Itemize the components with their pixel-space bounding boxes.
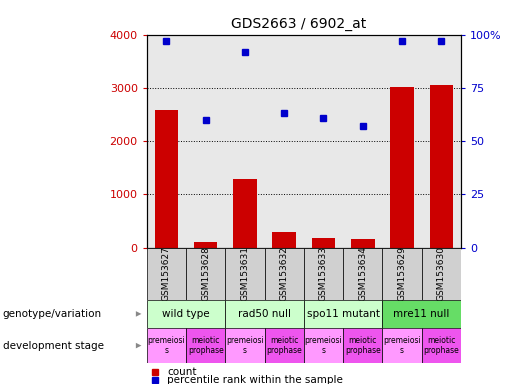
- Bar: [147, 328, 186, 363]
- Bar: [343, 248, 382, 300]
- Bar: [265, 328, 304, 363]
- Bar: [233, 179, 256, 248]
- Text: meiotic
prophase: meiotic prophase: [266, 336, 302, 355]
- Bar: [304, 328, 343, 363]
- Bar: [147, 300, 226, 328]
- Bar: [186, 328, 226, 363]
- Text: spo11 mutant: spo11 mutant: [306, 309, 380, 319]
- Text: GSM153634: GSM153634: [358, 246, 367, 301]
- Bar: [265, 248, 304, 300]
- Bar: [351, 239, 374, 248]
- Bar: [430, 84, 453, 248]
- Text: genotype/variation: genotype/variation: [3, 309, 101, 319]
- Text: mre11 null: mre11 null: [393, 309, 450, 319]
- Text: GSM153628: GSM153628: [201, 246, 210, 301]
- Text: meiotic
prophase: meiotic prophase: [188, 336, 224, 355]
- Text: meiotic
prophase: meiotic prophase: [423, 336, 459, 355]
- Text: GSM153629: GSM153629: [398, 246, 406, 301]
- Bar: [226, 248, 265, 300]
- Text: GSM153633: GSM153633: [319, 246, 328, 301]
- Bar: [422, 328, 461, 363]
- Bar: [382, 248, 422, 300]
- Text: premeiosi
s: premeiosi s: [147, 336, 185, 355]
- Bar: [382, 328, 422, 363]
- Bar: [422, 248, 461, 300]
- Bar: [390, 87, 414, 248]
- Text: GSM153627: GSM153627: [162, 246, 171, 301]
- Bar: [147, 248, 186, 300]
- Bar: [304, 300, 382, 328]
- Text: premeiosi
s: premeiosi s: [304, 336, 342, 355]
- Bar: [186, 248, 226, 300]
- Bar: [343, 328, 382, 363]
- Text: GSM153632: GSM153632: [280, 246, 289, 301]
- Text: meiotic
prophase: meiotic prophase: [345, 336, 381, 355]
- Bar: [312, 238, 335, 248]
- Text: wild type: wild type: [162, 309, 210, 319]
- Text: premeiosi
s: premeiosi s: [226, 336, 264, 355]
- Text: rad50 null: rad50 null: [238, 309, 291, 319]
- Text: count: count: [167, 367, 197, 377]
- Bar: [382, 300, 461, 328]
- Bar: [226, 328, 265, 363]
- Bar: [154, 110, 178, 248]
- Text: GSM153631: GSM153631: [241, 246, 249, 301]
- Text: GSM153630: GSM153630: [437, 246, 446, 301]
- Text: percentile rank within the sample: percentile rank within the sample: [167, 375, 344, 384]
- Text: development stage: development stage: [3, 341, 104, 351]
- Bar: [194, 242, 217, 248]
- Bar: [272, 232, 296, 248]
- Text: premeiosi
s: premeiosi s: [383, 336, 421, 355]
- Text: GDS2663 / 6902_at: GDS2663 / 6902_at: [231, 17, 366, 31]
- Bar: [226, 300, 304, 328]
- Bar: [304, 248, 343, 300]
